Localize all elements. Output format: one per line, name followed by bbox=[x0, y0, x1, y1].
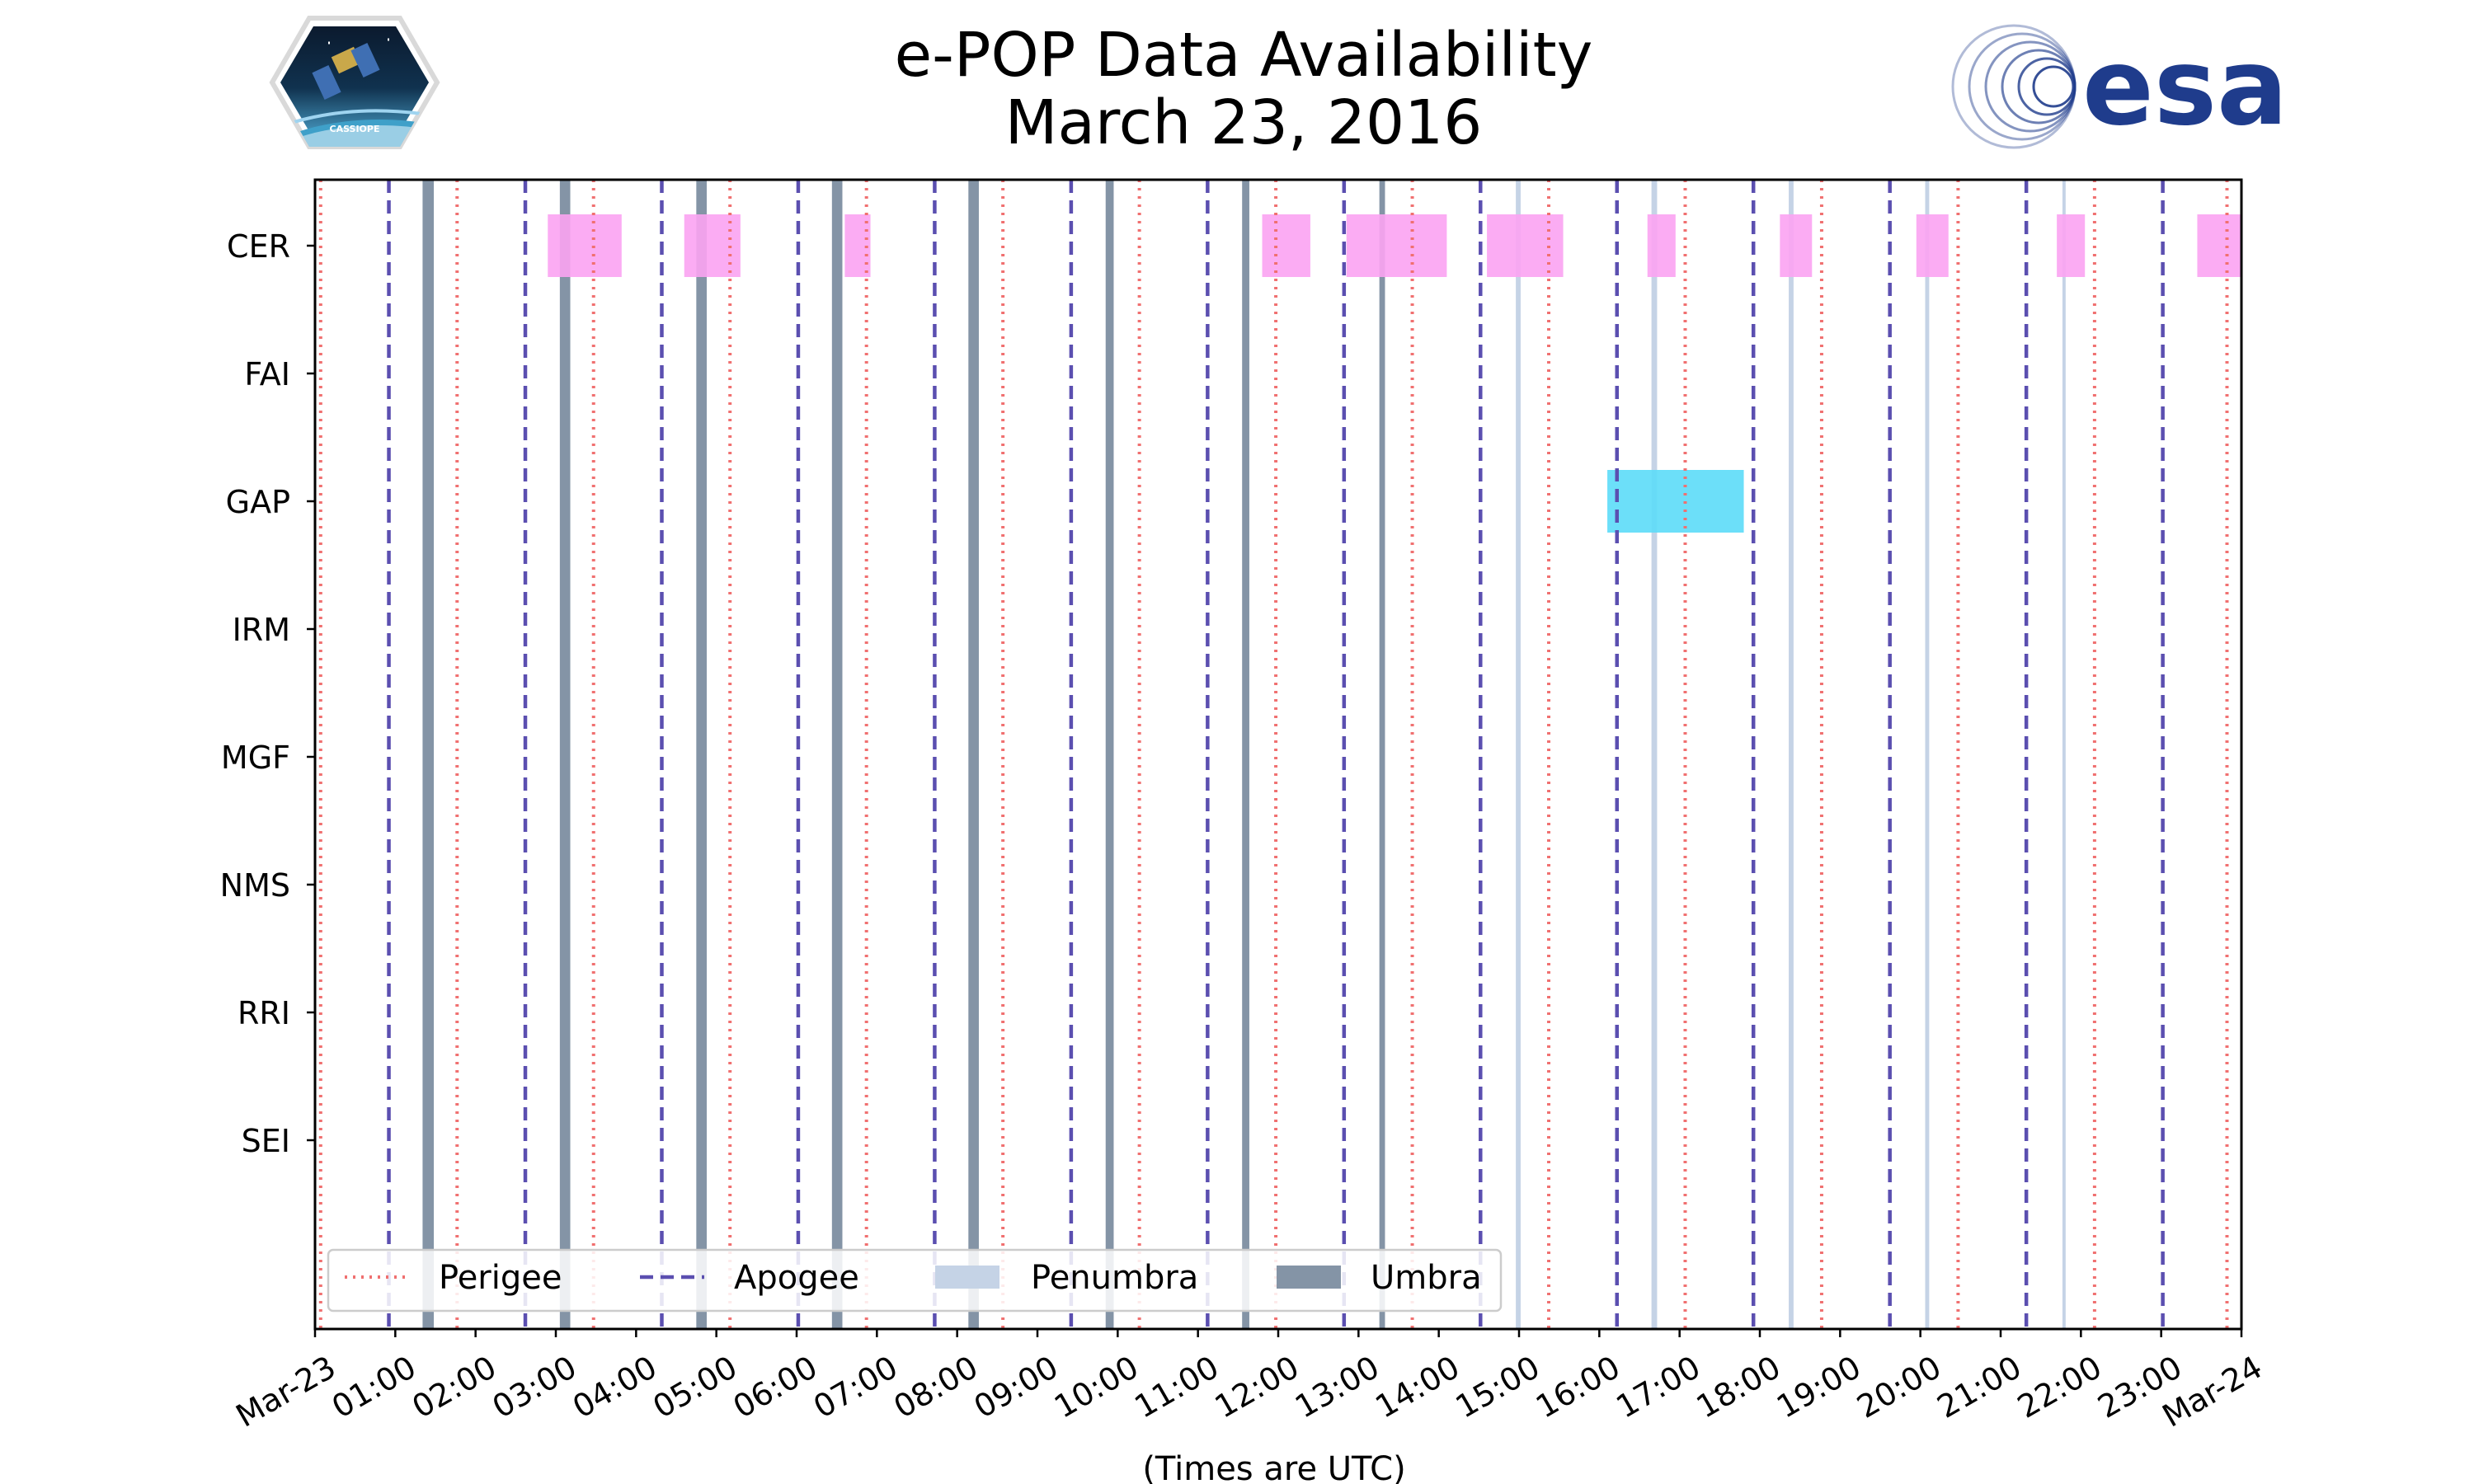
y-tick-label-nms: NMS bbox=[220, 867, 290, 904]
y-tick-label-cer: CER bbox=[227, 228, 290, 265]
x-tick-label-3: 03:00 bbox=[487, 1349, 583, 1425]
cassiope-logo-text: CASSIOPE bbox=[330, 124, 380, 134]
y-tick-label-mgf: MGF bbox=[221, 740, 290, 776]
legend-penumbra-swatch bbox=[935, 1266, 999, 1289]
y-tick-label-fai: FAI bbox=[244, 356, 290, 392]
legend-umbra-swatch bbox=[1277, 1266, 1341, 1289]
penumbra-band-3 bbox=[1925, 180, 1930, 1329]
esa-swirl-icon bbox=[1951, 24, 2077, 149]
penumbra-band-0 bbox=[1516, 180, 1521, 1329]
x-tick-label-12: 12:00 bbox=[1209, 1349, 1305, 1425]
penumbra-band-2 bbox=[1789, 180, 1794, 1329]
availability-bar-gap-0 bbox=[1607, 470, 1744, 533]
y-tick-label-rri: RRI bbox=[238, 995, 290, 1031]
umbra-band-0 bbox=[422, 180, 435, 1329]
legend: Perigee Apogee Penumbra Umbra bbox=[327, 1248, 1503, 1313]
x-tick-label-21: 21:00 bbox=[1931, 1349, 2028, 1425]
legend-umbra-label: Umbra bbox=[1371, 1259, 1482, 1297]
x-tick-label-10: 10:00 bbox=[1048, 1349, 1145, 1425]
availability-bar-cer-4 bbox=[1346, 214, 1447, 277]
esa-logo-text: esa bbox=[2082, 26, 2288, 149]
x-tick-label-6: 06:00 bbox=[727, 1349, 824, 1425]
legend-perigee-label: Perigee bbox=[439, 1259, 562, 1297]
cassiope-logo: CASSIOPE bbox=[269, 16, 440, 149]
availability-bar-cer-5 bbox=[1487, 214, 1564, 277]
umbra-band-5 bbox=[1105, 180, 1114, 1329]
umbra-band-3 bbox=[831, 180, 843, 1329]
x-tick-label-22: 22:00 bbox=[2011, 1349, 2108, 1425]
umbra-band-4 bbox=[968, 180, 979, 1329]
availability-bar-cer-1 bbox=[684, 214, 741, 277]
x-tick-label-9: 09:00 bbox=[968, 1349, 1065, 1425]
chart-title-line-1: e-POP Data Availability bbox=[895, 20, 1593, 91]
x-tick-label-1: 01:00 bbox=[326, 1349, 422, 1425]
x-axis-label: (Times are UTC) bbox=[1142, 1450, 1405, 1484]
penumbra-band-1 bbox=[1651, 180, 1658, 1329]
y-tick-label-sei: SEI bbox=[242, 1123, 290, 1159]
y-tick-label-gap: GAP bbox=[226, 484, 290, 520]
umbra-band-1 bbox=[559, 180, 571, 1329]
availability-bar-cer-0 bbox=[548, 214, 622, 277]
x-tick-label-13: 13:00 bbox=[1289, 1349, 1385, 1425]
availability-bar-cer-10 bbox=[2197, 214, 2241, 277]
availability-bar-cer-7 bbox=[1780, 214, 1813, 277]
x-tick-label-0: Mar-23 bbox=[230, 1349, 342, 1435]
availability-bar-cer-3 bbox=[1262, 214, 1310, 277]
y-tick-label-irm: IRM bbox=[233, 612, 290, 648]
x-tick-label-17: 17:00 bbox=[1610, 1349, 1706, 1425]
chart-title-line-2: March 23, 2016 bbox=[1005, 87, 1483, 158]
availability-bar-cer-8 bbox=[1916, 214, 1949, 277]
legend-apogee-label: Apogee bbox=[734, 1259, 859, 1297]
x-tick-label-19: 19:00 bbox=[1771, 1349, 1867, 1425]
x-tick-label-8: 08:00 bbox=[887, 1349, 984, 1425]
umbra-band-6 bbox=[1242, 180, 1249, 1329]
x-tick-label-2: 02:00 bbox=[406, 1349, 502, 1425]
x-tick-label-15: 15:00 bbox=[1450, 1349, 1546, 1425]
esa-logo: esa bbox=[1951, 24, 2288, 149]
legend-box bbox=[327, 1248, 1503, 1313]
x-tick-label-20: 20:00 bbox=[1851, 1349, 1947, 1425]
x-tick-label-4: 04:00 bbox=[567, 1349, 663, 1425]
availability-bar-cer-9 bbox=[2057, 214, 2086, 277]
penumbra-band-4 bbox=[2062, 180, 2066, 1329]
x-tick-label-16: 16:00 bbox=[1530, 1349, 1626, 1425]
umbra-band-7 bbox=[1379, 180, 1385, 1329]
plot-area bbox=[318, 180, 2241, 1329]
umbra-band-2 bbox=[696, 180, 707, 1329]
x-tick-label-11: 11:00 bbox=[1128, 1349, 1225, 1425]
plot-frame bbox=[313, 178, 2243, 1331]
x-tick-label-5: 05:00 bbox=[647, 1349, 743, 1425]
legend-penumbra-label: Penumbra bbox=[1031, 1259, 1198, 1297]
x-tick-label-7: 07:00 bbox=[807, 1349, 904, 1425]
x-tick-label-18: 18:00 bbox=[1691, 1349, 1787, 1425]
x-tick-label-14: 14:00 bbox=[1369, 1349, 1465, 1425]
availability-bar-cer-6 bbox=[1647, 214, 1676, 277]
